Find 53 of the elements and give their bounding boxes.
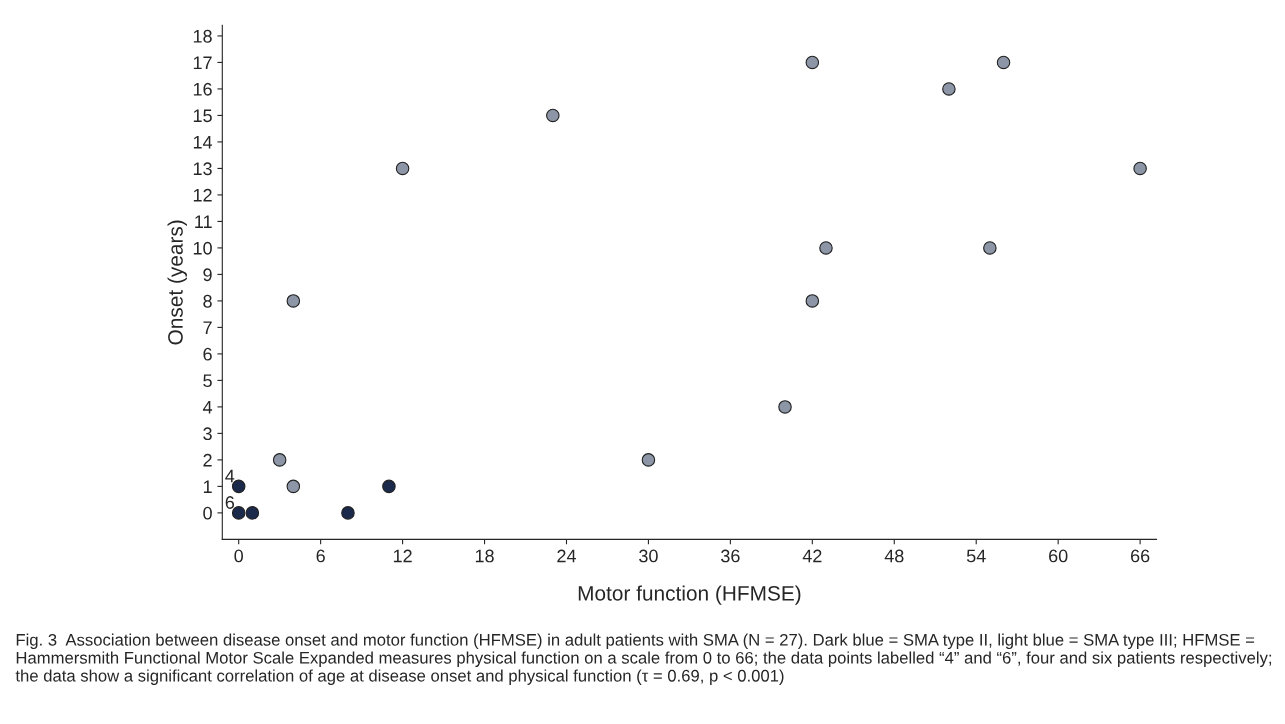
annotation: 4 — [225, 469, 235, 483]
caption: Fig. 3 Association between disease onset and motor function (HFMSE) in adult patients with SMA (N = 27). Dark blue = SMA type II, light blue = SMA type III; HFMSE = Hammersmith Functional Motor Scale Expanded measures physical function on a scale from 0 to 66; the data points labelled “4” and “6”, four and six patients respectively; the data show a significant correlation of age at disease onset and physical function (τ = 0.69, p < 0.001) — [15, 633, 1272, 685]
point — [805, 55, 820, 70]
x-tick-label: 0 — [234, 549, 244, 563]
y-tick-label: 2 — [203, 453, 212, 467]
y-tick-label: 7 — [203, 321, 212, 334]
x-tick-label: 66 — [1130, 549, 1150, 563]
x-tick-label: 6 — [316, 549, 325, 563]
point — [395, 161, 410, 176]
point — [341, 506, 355, 520]
y-tick-label: 16 — [193, 82, 212, 96]
y-tick-label: 4 — [202, 401, 213, 414]
point — [778, 400, 792, 414]
x-tick-label: 42 — [802, 549, 822, 563]
x-tick-label: 24 — [557, 549, 576, 563]
y-tick-label: 3 — [203, 427, 212, 441]
x-tick-label: 54 — [966, 549, 986, 563]
x-tick-label: 12 — [393, 549, 412, 563]
y-tick-label: 8 — [203, 294, 212, 308]
y-tick-label: 0 — [203, 506, 212, 520]
point — [805, 294, 820, 308]
point — [1133, 161, 1147, 176]
y-axis-title: Onset (years) — [167, 220, 187, 345]
y-tick-label: 15 — [193, 109, 212, 123]
y-tick-label: 6 — [203, 347, 212, 361]
y-tick-label: 18 — [193, 29, 212, 43]
point — [286, 294, 301, 308]
x-tick-label: 18 — [475, 549, 494, 563]
x-tick-label: 48 — [884, 549, 904, 563]
point — [272, 453, 287, 467]
y-tick-label: 10 — [193, 241, 212, 255]
y-tick-label: 13 — [193, 162, 212, 176]
point — [382, 479, 396, 494]
point — [546, 108, 560, 123]
x-tick-label: 60 — [1049, 549, 1068, 563]
y-tick-label: 11 — [195, 215, 212, 228]
x-tick-label: 30 — [639, 549, 658, 563]
annotation: 6 — [225, 496, 235, 509]
point — [245, 506, 260, 520]
y-tick-label: 12 — [193, 188, 212, 202]
y-tick-label: 14 — [193, 136, 213, 149]
point — [641, 453, 656, 467]
point — [996, 55, 1011, 70]
y-tick-label: 1 — [203, 480, 212, 493]
point — [286, 479, 301, 494]
x-tick-label: 36 — [721, 549, 740, 563]
point — [983, 241, 997, 255]
y-tick-label: 5 — [203, 374, 212, 388]
x-axis-title: Motor function (HFMSE) — [578, 585, 801, 605]
y-tick-label: 17 — [193, 56, 212, 69]
point — [942, 82, 956, 96]
y-tick-label: 9 — [203, 268, 212, 282]
point — [819, 241, 833, 255]
